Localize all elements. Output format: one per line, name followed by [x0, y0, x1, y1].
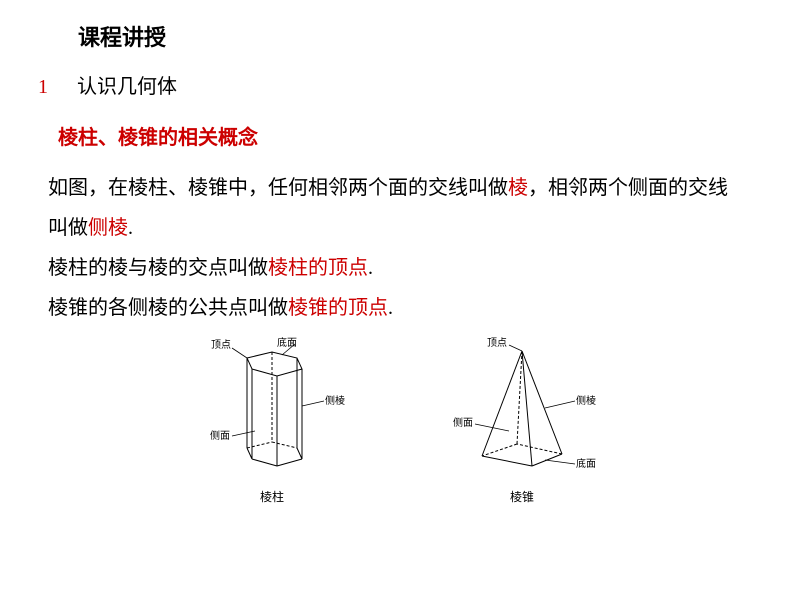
prism-br — [297, 448, 302, 459]
section-title: 认识几何体 — [77, 76, 177, 98]
prism-label-topface: 底面 — [277, 336, 297, 349]
p2-t3: . — [368, 257, 373, 279]
prism-label-vertex: 顶点 — [211, 339, 231, 351]
pyr-b1 — [482, 456, 532, 466]
p1-t4: 侧棱 — [88, 217, 128, 239]
prism-bback2 — [272, 442, 297, 448]
prism-bl — [247, 448, 252, 459]
pyr-lead-apex — [509, 345, 522, 351]
section-number: 1 — [38, 76, 48, 98]
prism-lead-sideedge — [302, 401, 324, 406]
prism-bback1 — [247, 442, 272, 448]
prism-bb1 — [252, 459, 277, 466]
pyr-lead-sideedge — [545, 401, 575, 408]
prism-caption: 棱柱 — [177, 488, 367, 505]
pyr-e1 — [482, 351, 522, 456]
p2-t2: 棱柱的顶点 — [268, 257, 368, 279]
pyramid-caption: 棱锥 — [427, 488, 617, 505]
section-line: 1 认识几何体 — [0, 52, 794, 99]
prism-label-sideface: 侧面 — [210, 429, 230, 442]
prism-label-sideedge: 侧棱 — [325, 394, 345, 407]
pyr-b3 — [517, 444, 562, 454]
prism-svg: 顶点 底面 侧棱 侧面 — [177, 336, 367, 486]
pyr-label-sideface: 侧面 — [453, 416, 473, 429]
sub-heading: 棱柱、棱锥的相关概念 — [0, 99, 794, 150]
p1-t5: . — [128, 217, 133, 239]
pyramid-svg: 顶点 侧棱 侧面 底面 — [427, 336, 617, 486]
prism-top — [247, 352, 302, 376]
pyr-e2 — [522, 351, 532, 466]
p3-t2: 棱锥的顶点 — [288, 297, 388, 319]
prism-lead-vertex — [232, 348, 247, 358]
pyramid-figure: 顶点 侧棱 侧面 底面 棱锥 — [427, 336, 617, 505]
paragraph-1: 如图，在棱柱、棱锥中，任何相邻两个面的交线叫做棱，相邻两个侧面的交线叫做侧棱. … — [0, 150, 794, 328]
pyr-b4 — [482, 444, 517, 456]
pyr-label-apex: 顶点 — [487, 337, 507, 349]
pyr-label-sideedge: 侧棱 — [576, 394, 596, 407]
pyr-e4 — [517, 351, 522, 444]
p1-t1: 如图，在棱柱、棱锥中，任何相邻两个面的交线叫做 — [48, 177, 508, 199]
pyr-e3 — [522, 351, 562, 454]
pyr-label-base: 底面 — [576, 457, 596, 470]
p3-t3: . — [388, 297, 393, 319]
p2-t1: 棱柱的棱与棱的交点叫做 — [48, 257, 268, 279]
p1-t2: 棱 — [508, 177, 528, 199]
prism-figure: 顶点 底面 侧棱 侧面 棱柱 — [177, 336, 367, 505]
p3-t1: 棱锥的各侧棱的公共点叫做 — [48, 297, 288, 319]
figures-container: 顶点 底面 侧棱 侧面 棱柱 顶点 侧棱 侧面 — [0, 336, 794, 505]
page-header: 课程讲授 — [0, 0, 794, 52]
prism-bb2 — [277, 459, 302, 466]
pyr-lead-base — [545, 460, 575, 464]
